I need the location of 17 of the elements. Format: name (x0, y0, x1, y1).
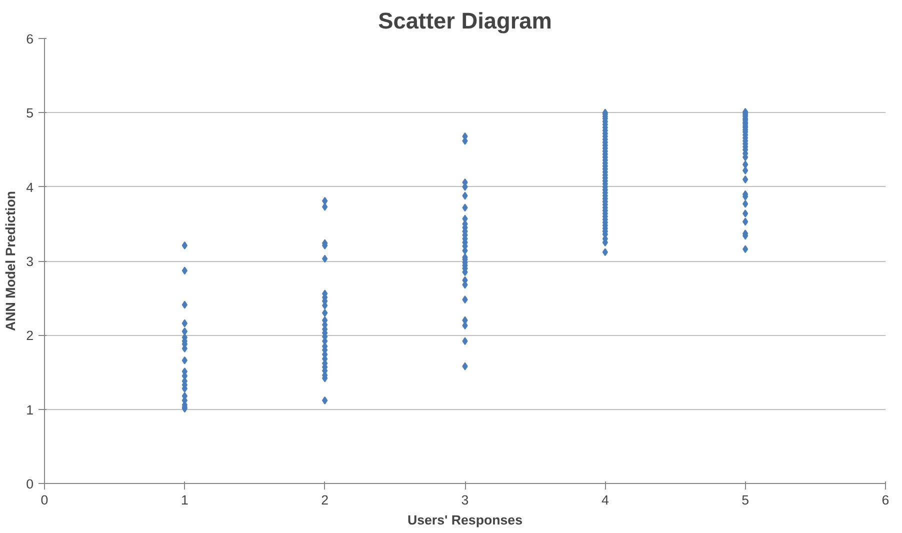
y-tick-label: 3 (26, 254, 34, 269)
x-tick-label: 5 (742, 492, 750, 508)
x-tick-label: 6 (882, 492, 890, 508)
y-axis-title: ANN Model Prediction (3, 191, 18, 331)
y-tick-label: 6 (26, 32, 34, 46)
y-tick-label: 2 (26, 328, 34, 344)
x-tick-label: 0 (40, 492, 48, 508)
x-tick-label: 4 (601, 492, 610, 508)
y-tick-label: 5 (26, 106, 34, 121)
y-tick-label: 4 (26, 180, 34, 195)
x-tick-label: 1 (180, 492, 188, 508)
y-tick-label: 1 (26, 402, 34, 418)
chart-title: Scatter Diagram (378, 8, 552, 34)
y-tick-label: 0 (26, 476, 34, 492)
x-axis-title: Users' Responses (407, 512, 523, 528)
x-tick-label: 3 (461, 492, 469, 508)
x-tick-label: 2 (321, 492, 329, 508)
